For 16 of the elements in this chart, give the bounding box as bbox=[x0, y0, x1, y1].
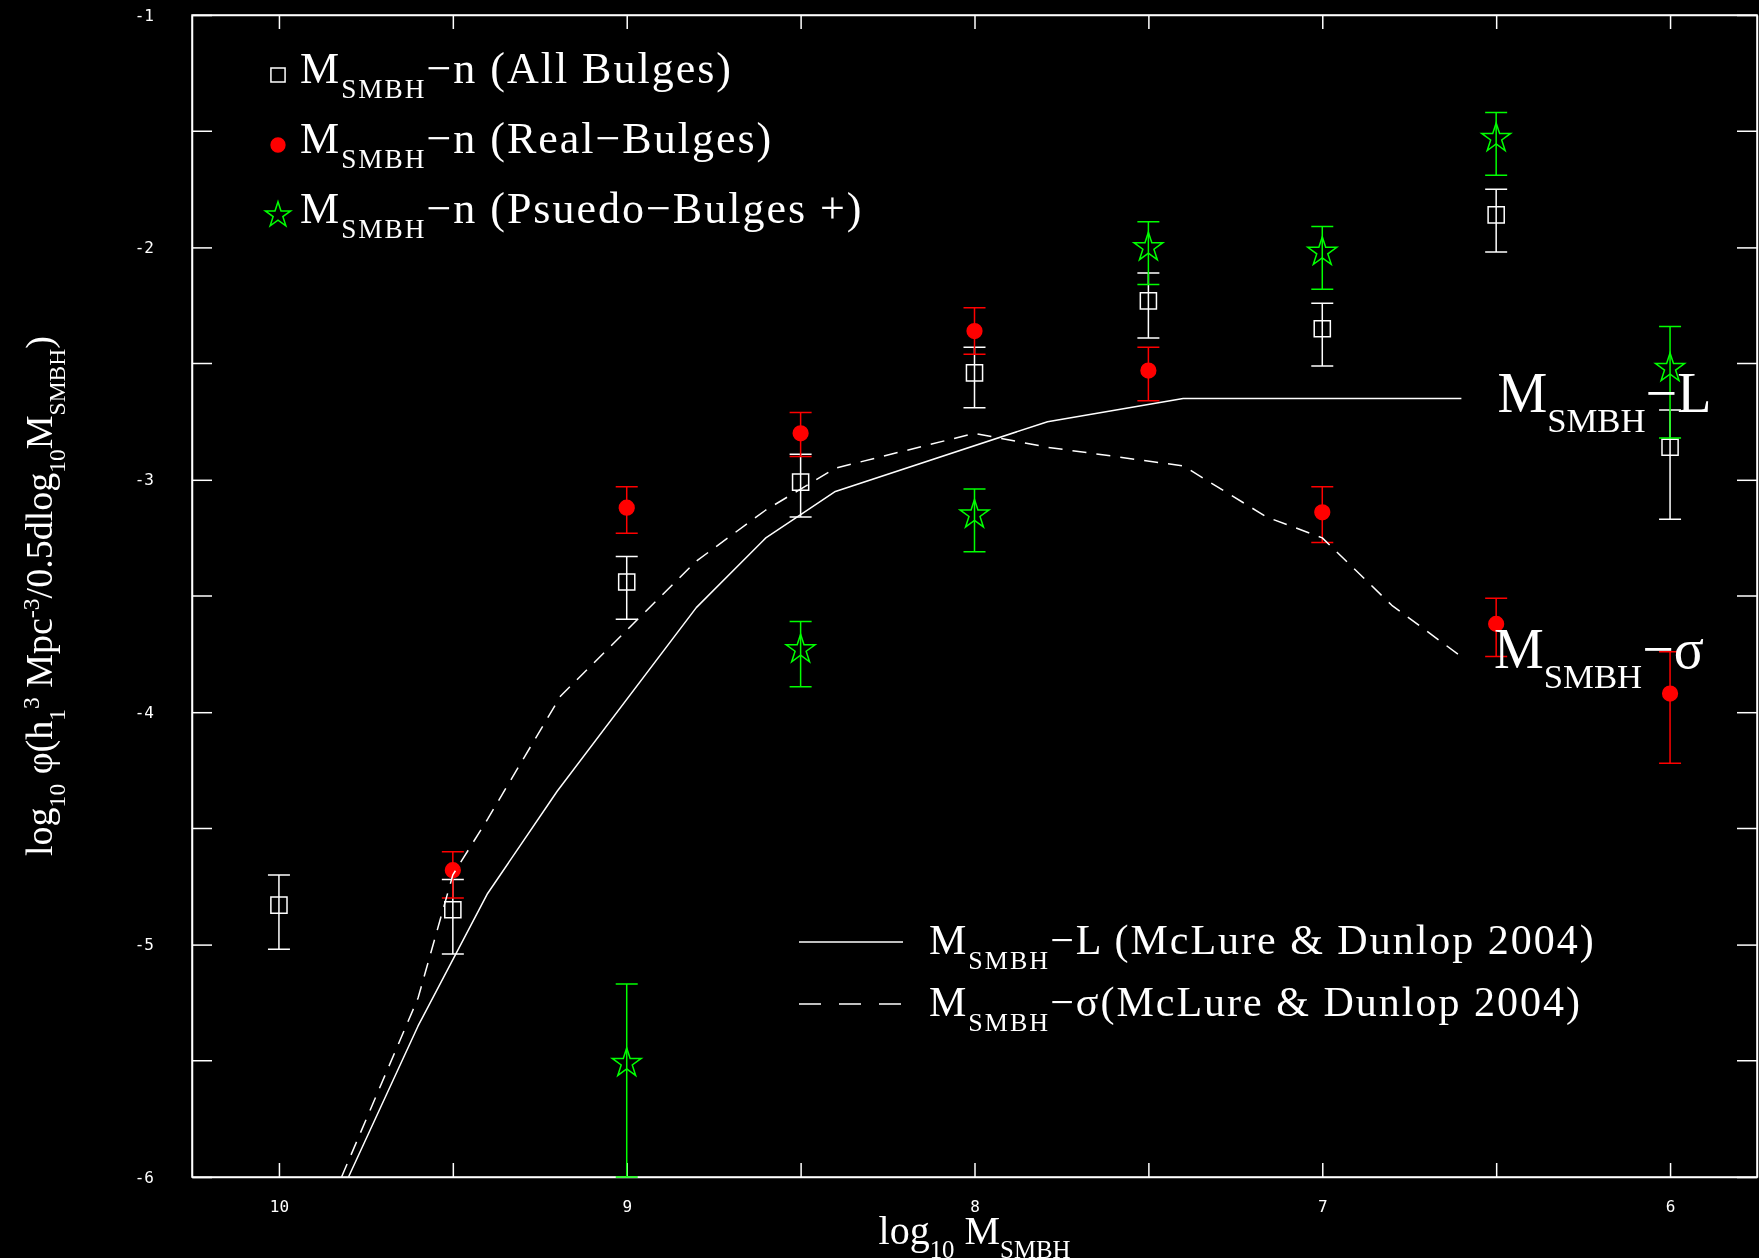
annotation: M$_{SMBH}$−σ bbox=[1493, 618, 1704, 696]
x-tick-label: 7 bbox=[1317, 1197, 1328, 1217]
y-tick-label: -5 bbox=[134, 935, 154, 955]
y-tick-label: -3 bbox=[134, 470, 154, 490]
legend-label: M$_{SMBH}$−n (All Bulges) bbox=[300, 44, 733, 104]
y-tick-label: -6 bbox=[134, 1167, 154, 1187]
y-tick-label: -2 bbox=[134, 238, 154, 258]
legend-label: M$_{SMBH}$−n (Real−Bulges) bbox=[300, 114, 774, 174]
y-tick-label: -1 bbox=[134, 5, 154, 25]
y-tick-label: -4 bbox=[134, 702, 154, 722]
legend-label: M$_{SMBH}$−n (Psuedo−Bulges +) bbox=[300, 184, 864, 244]
legend-label: M$_{SMBH}$−σ(McLure & Dunlop 2004) bbox=[929, 979, 1582, 1037]
x-tick-label: 6 bbox=[1665, 1197, 1676, 1217]
x-tick-label: 10 bbox=[269, 1197, 290, 1217]
legend-label: M$_{SMBH}$−L (McLure & Dunlop 2004) bbox=[929, 917, 1596, 975]
x-tick-label: 9 bbox=[622, 1197, 633, 1217]
